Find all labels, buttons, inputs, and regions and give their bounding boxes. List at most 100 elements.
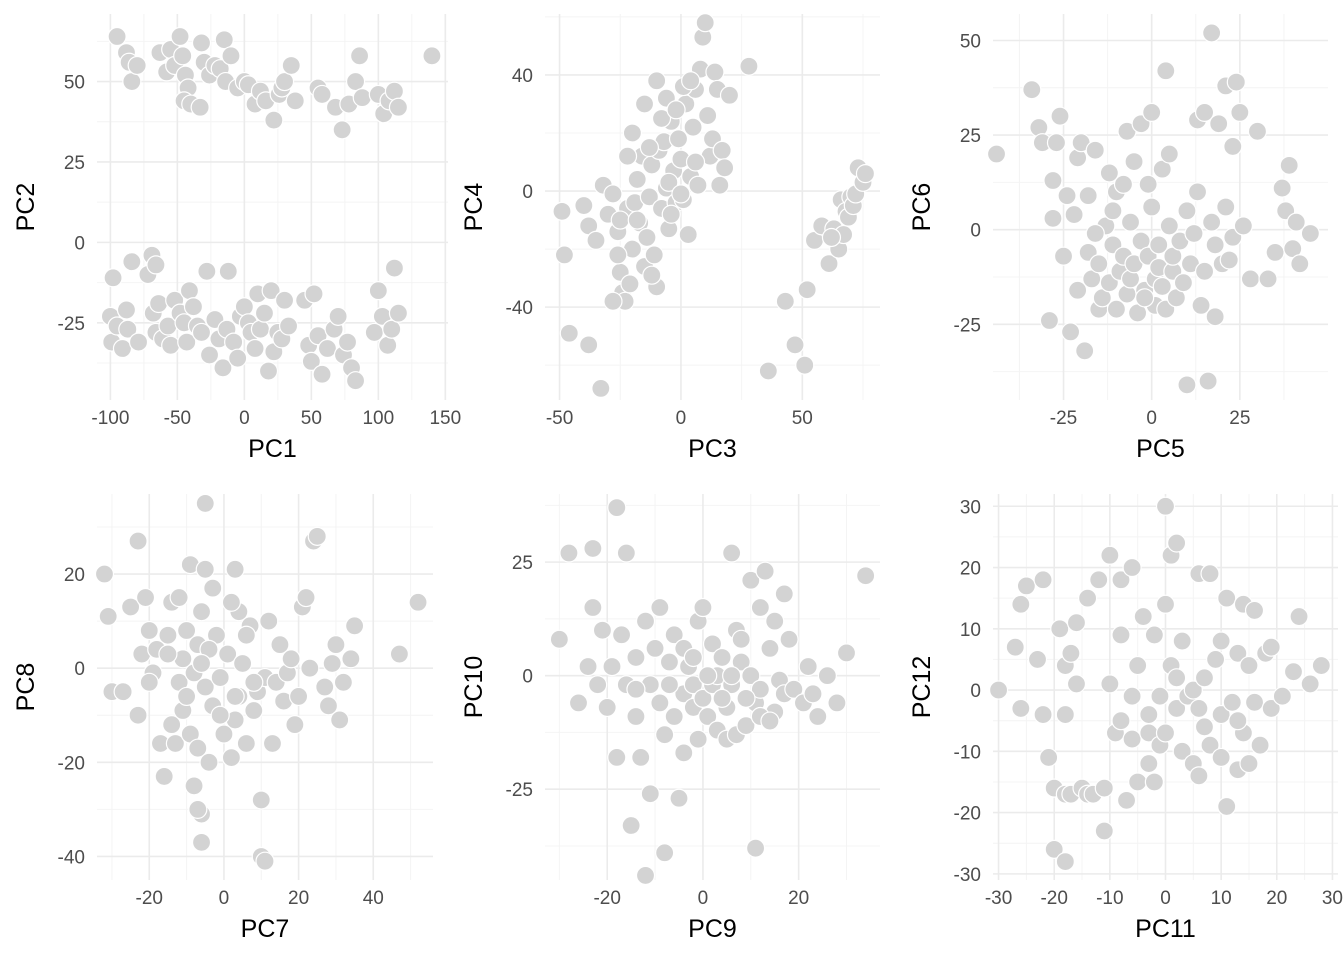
data-point — [345, 371, 366, 391]
y-tick-label: 40 — [512, 66, 533, 87]
data-point — [702, 634, 723, 654]
data-point — [750, 597, 770, 618]
data-point — [221, 46, 241, 66]
panel-pc5-pc6: -25 0 25 -25 0 25 50 PC5 PC6 — [908, 14, 1328, 463]
data-point — [741, 666, 761, 686]
data-point — [146, 255, 166, 275]
data-point — [116, 300, 137, 320]
data-point — [698, 706, 718, 727]
data-point — [191, 653, 212, 674]
data-point — [1300, 223, 1320, 244]
data-point — [1150, 686, 1170, 706]
data-point — [228, 348, 248, 368]
data-point — [281, 55, 301, 76]
x-axis-title: PC5 — [1136, 435, 1185, 463]
data-point — [1286, 212, 1306, 232]
data-point — [755, 561, 775, 581]
data-point — [1111, 625, 1131, 645]
data-point — [1135, 288, 1155, 308]
data-point — [169, 587, 189, 608]
data-point — [349, 46, 370, 66]
data-point — [1189, 698, 1209, 719]
data-point — [1039, 310, 1060, 331]
data-point — [1139, 753, 1159, 774]
data-point — [236, 733, 256, 754]
x-axis-title: PC1 — [248, 435, 297, 463]
y-tick-label: -25 — [58, 314, 85, 335]
data-point — [592, 620, 613, 640]
data-point — [1050, 619, 1070, 639]
data-point — [1155, 594, 1176, 614]
data-point — [221, 748, 241, 768]
data-point — [784, 679, 804, 699]
x-tick-label: -100 — [91, 408, 129, 429]
data-point — [94, 564, 115, 584]
data-point — [671, 184, 691, 204]
data-point — [333, 672, 353, 692]
data-point — [1184, 223, 1204, 244]
data-point — [1172, 631, 1192, 651]
data-point — [179, 281, 200, 301]
data-point — [552, 201, 572, 221]
data-point — [715, 158, 735, 178]
data-point — [1194, 261, 1215, 281]
data-point — [330, 710, 350, 730]
data-point — [583, 597, 603, 618]
data-point — [588, 675, 608, 695]
data-point — [1222, 692, 1242, 712]
data-point — [270, 635, 290, 655]
data-point — [213, 358, 233, 378]
data-point — [210, 705, 230, 725]
data-point — [1094, 821, 1114, 841]
data-point — [693, 597, 713, 618]
data-point — [1111, 570, 1131, 590]
data-point — [1172, 741, 1192, 761]
data-point — [1113, 174, 1134, 194]
data-point — [745, 838, 766, 858]
y-axis-title: PC8 — [12, 663, 40, 712]
x-tick-label: -50 — [164, 408, 191, 429]
data-point — [1159, 144, 1179, 164]
data-point — [1016, 576, 1036, 596]
x-tick-label: -50 — [546, 408, 573, 429]
data-point — [258, 361, 279, 381]
data-point — [118, 319, 138, 339]
data-point — [221, 592, 241, 612]
data-point — [289, 686, 309, 707]
data-point — [1066, 613, 1087, 633]
x-axis-title: PC3 — [688, 435, 737, 463]
data-point — [1122, 557, 1142, 578]
x-tick-label: -25 — [1050, 408, 1077, 429]
data-point — [107, 26, 127, 47]
data-point — [1085, 140, 1105, 160]
x-tick-label: 20 — [288, 888, 309, 909]
y-tick-label: 20 — [64, 565, 85, 586]
data-point — [195, 677, 215, 697]
data-point — [1022, 80, 1042, 100]
data-point — [1155, 496, 1176, 516]
y-axis-title: PC4 — [460, 183, 488, 232]
data-point — [705, 62, 725, 82]
data-point — [578, 656, 598, 677]
data-point — [191, 602, 212, 622]
data-point — [1011, 698, 1031, 719]
y-axis-title: PC2 — [12, 183, 40, 232]
data-point — [173, 46, 193, 66]
data-point — [307, 526, 327, 546]
data-point — [1233, 216, 1253, 236]
y-tick-label: 10 — [960, 620, 981, 641]
data-point — [103, 268, 123, 288]
data-point — [139, 620, 159, 641]
y-axis-title: PC6 — [908, 183, 936, 232]
data-point — [1290, 254, 1310, 274]
data-point — [1205, 307, 1225, 327]
data-point — [195, 493, 215, 514]
x-tick-label: 0 — [1160, 888, 1171, 909]
data-point — [233, 653, 253, 674]
data-point — [128, 705, 148, 725]
data-point — [695, 13, 715, 33]
data-point — [195, 559, 215, 579]
data-point — [197, 261, 217, 281]
data-point — [627, 210, 647, 230]
data-point — [1122, 686, 1142, 706]
